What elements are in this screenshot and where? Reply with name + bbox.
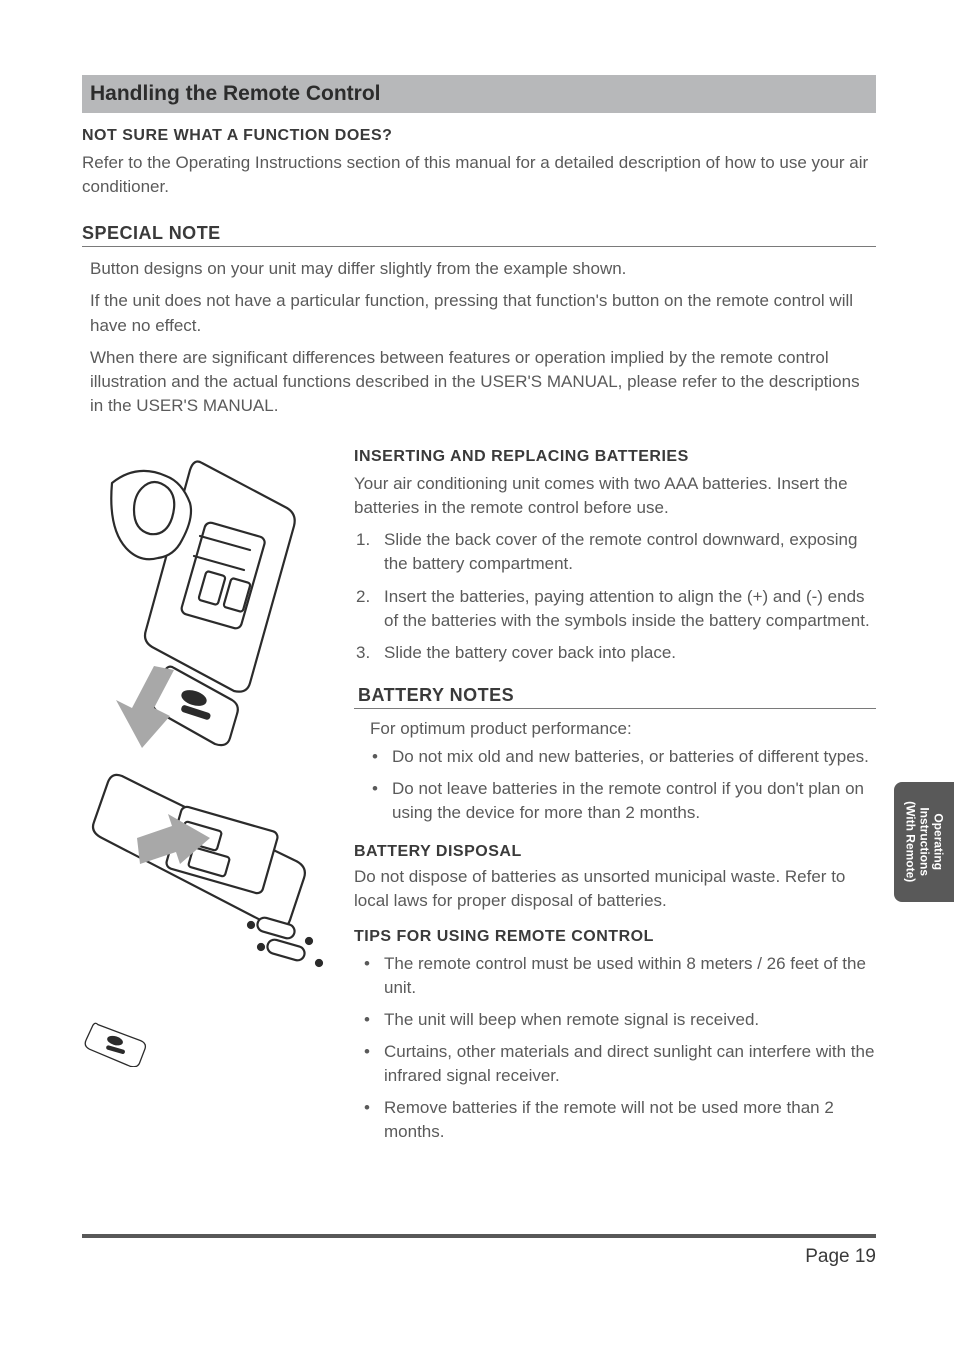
illustration-column bbox=[82, 448, 326, 1162]
battery-notes-list: Do not mix old and new batteries, or bat… bbox=[362, 745, 876, 825]
disposal-heading: BATTERY DISPOSAL bbox=[354, 843, 876, 861]
step-item: Slide the back cover of the remote contr… bbox=[354, 528, 876, 576]
bullet-item: The remote control must be used within 8… bbox=[354, 952, 876, 1000]
special-note-para: Button designs on your unit may differ s… bbox=[90, 257, 876, 281]
page-number: Page 19 bbox=[82, 1246, 876, 1268]
inserting-intro: Your air conditioning unit comes with tw… bbox=[354, 472, 876, 520]
bullet-item: The unit will beep when remote signal is… bbox=[354, 1008, 876, 1032]
disposal-text: Do not dispose of batteries as unsorted … bbox=[354, 865, 876, 913]
inserting-steps: Slide the back cover of the remote contr… bbox=[354, 528, 876, 665]
remote-insert-batteries-illustration bbox=[82, 766, 326, 996]
special-note-para: When there are significant differences b… bbox=[90, 346, 876, 418]
bullet-item: Remove batteries if the remote will not … bbox=[354, 1096, 876, 1144]
bullet-item: Do not mix old and new batteries, or bat… bbox=[362, 745, 876, 769]
intro-heading: NOT SURE WHAT A FUNCTION DOES? bbox=[82, 127, 876, 145]
special-note-heading: SPECIAL NOTE bbox=[82, 223, 876, 244]
remote-open-cover-illustration bbox=[82, 448, 326, 748]
divider bbox=[354, 708, 876, 709]
divider bbox=[82, 246, 876, 247]
step-item: Slide the battery cover back into place. bbox=[354, 641, 876, 665]
section-tab-label: OperatingInstructions(With Remote) bbox=[903, 801, 944, 882]
page-footer: Page 19 bbox=[82, 1234, 876, 1268]
section-title: Handling the Remote Control bbox=[82, 75, 876, 113]
intro-text: Refer to the Operating Instructions sect… bbox=[82, 151, 876, 199]
section-tab: OperatingInstructions(With Remote) bbox=[894, 782, 954, 902]
footer-rule bbox=[82, 1234, 876, 1238]
remote-cover-illustration bbox=[82, 1014, 212, 1067]
battery-notes-heading: BATTERY NOTES bbox=[358, 685, 876, 706]
special-note-para: If the unit does not have a particular f… bbox=[90, 289, 876, 337]
bullet-item: Curtains, other materials and direct sun… bbox=[354, 1040, 876, 1088]
bullet-item: Do not leave batteries in the remote con… bbox=[362, 777, 876, 825]
inserting-heading: INSERTING AND REPLACING BATTERIES bbox=[354, 448, 876, 466]
step-item: Insert the batteries, paying attention t… bbox=[354, 585, 876, 633]
tips-list: The remote control must be used within 8… bbox=[354, 952, 876, 1145]
tips-heading: TIPS FOR USING REMOTE CONTROL bbox=[354, 928, 876, 946]
battery-notes-intro: For optimum product performance: bbox=[370, 719, 876, 739]
